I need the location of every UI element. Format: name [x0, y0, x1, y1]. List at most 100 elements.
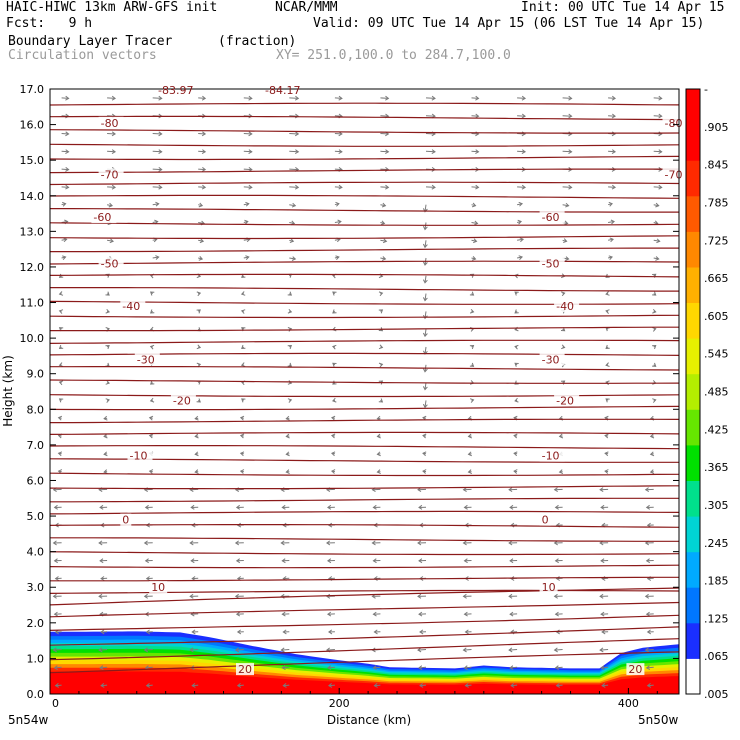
vector-head-422 — [604, 433, 609, 439]
vector-head-209 — [326, 593, 331, 599]
vector-head-177 — [281, 558, 286, 564]
vector-head-207 — [327, 629, 333, 635]
contour-label-9-1: 10 — [542, 581, 556, 594]
vector-head-370 — [521, 149, 527, 155]
vector-102 — [192, 684, 199, 687]
vector-head-453 — [644, 487, 650, 493]
isotherm-line-32 — [49, 524, 680, 528]
vector-472 — [653, 150, 662, 153]
vector-289 — [424, 382, 427, 390]
vector-head-302 — [431, 149, 436, 155]
isotherm-line-42 — [49, 638, 680, 661]
valid-time: Valid: 09 UTC Tue 14 Apr 15 (06 LST Tue … — [313, 16, 705, 31]
vector-head-472 — [658, 149, 663, 155]
colorbar-label-10: .605 — [704, 310, 729, 323]
vector-head-102 — [191, 683, 196, 688]
vector-head-234 — [338, 149, 343, 155]
vector-head-347 — [509, 558, 514, 564]
vector-head-456 — [649, 433, 655, 439]
vector-head-361 — [514, 309, 519, 314]
isotherm-line-40 — [49, 614, 680, 631]
isotherm-line-25 — [49, 431, 680, 435]
vector-head-115 — [194, 451, 199, 457]
vector-head-398 — [565, 256, 570, 261]
isotherm-line-8 — [50, 208, 679, 213]
vector-202 — [289, 115, 299, 117]
vector-206 — [326, 649, 335, 651]
y-tick-label-15: 15.0 — [20, 154, 45, 167]
contour-label-bg-5-1 — [539, 353, 565, 366]
vector-head-313 — [463, 558, 468, 564]
contour-label-bg-10-0 — [236, 663, 254, 676]
isotherm-line-37 — [49, 589, 680, 594]
vector-292 — [424, 329, 427, 337]
vector-head-39 — [98, 593, 103, 599]
vector-167 — [243, 133, 252, 135]
vector-head-296 — [422, 261, 428, 266]
y-tick-label-13: 13.0 — [20, 225, 45, 238]
vector-304 — [425, 115, 436, 117]
colorbar-label-3: .185 — [704, 575, 729, 588]
contour-label-bg-4-0 — [120, 300, 146, 313]
colorbar-swatch-0 — [686, 658, 700, 695]
vector-head-171 — [281, 665, 286, 671]
vector-head-159 — [241, 273, 246, 278]
contour-label-bg-0-1 — [662, 116, 688, 129]
vector-head-98 — [158, 149, 163, 155]
vector-head-266 — [385, 184, 390, 190]
contour-label-bg-6-1 — [554, 394, 580, 407]
colorbar-swatch-1 — [686, 622, 700, 659]
vector-head-29 — [65, 167, 70, 172]
vector-head-101 — [158, 95, 163, 101]
vector-370 — [517, 150, 526, 153]
vector-head-96 — [158, 184, 163, 190]
vector-head-385 — [553, 487, 558, 493]
vector-head-260 — [378, 291, 384, 297]
vector-head-350 — [509, 504, 514, 510]
vector-409 — [601, 666, 609, 669]
vector-head-374 — [555, 683, 561, 688]
vector-head-322 — [469, 398, 475, 403]
field-name: Boundary Layer Tracer — [8, 34, 173, 49]
vector-head-167 — [248, 131, 253, 137]
vector-head-7 — [53, 558, 58, 564]
vector-head-446 — [645, 611, 651, 617]
org-label: NCAR/MMM — [275, 0, 338, 15]
vector-96 — [152, 186, 162, 188]
vector-head-223 — [332, 344, 337, 350]
vector-head-124 — [196, 291, 202, 297]
vector-head-35 — [99, 665, 104, 671]
colorbar-swatch-7 — [686, 409, 700, 446]
vector-head-359 — [514, 344, 519, 350]
vector-232 — [334, 186, 342, 188]
vector-238 — [374, 684, 381, 687]
vector-head-251 — [376, 451, 381, 457]
vector-head-400 — [564, 220, 569, 226]
contour-label-1-0: -70 — [101, 168, 119, 181]
vector-200 — [289, 150, 299, 153]
vector-head-379 — [553, 593, 558, 599]
vector-head-406 — [568, 113, 573, 119]
vector-head-334 — [475, 184, 480, 190]
vector-head-336 — [475, 149, 480, 155]
isotherm-line-29 — [49, 485, 680, 490]
vector-head-464 — [652, 291, 657, 296]
vector-head-162 — [244, 219, 249, 225]
vector-head-85 — [149, 380, 155, 385]
vector-head-187 — [287, 380, 293, 385]
vector-head-458 — [652, 398, 657, 403]
isotherm-line-9 — [49, 222, 680, 226]
vector-head-298 — [422, 225, 428, 231]
vector-head-427 — [605, 344, 610, 350]
contour-label-bg-4-1 — [554, 300, 580, 313]
vector-head-192 — [287, 291, 293, 296]
vector-475 — [653, 97, 662, 99]
vector-head-123 — [196, 309, 201, 314]
vector-head-90 — [149, 291, 155, 296]
vector-head-188 — [287, 362, 293, 367]
contour-label-9-0: 10 — [151, 581, 165, 594]
vector-head-95 — [155, 201, 160, 207]
vector-head-424 — [605, 398, 610, 403]
vector-371 — [517, 133, 526, 135]
vector-head-173 — [282, 629, 287, 635]
